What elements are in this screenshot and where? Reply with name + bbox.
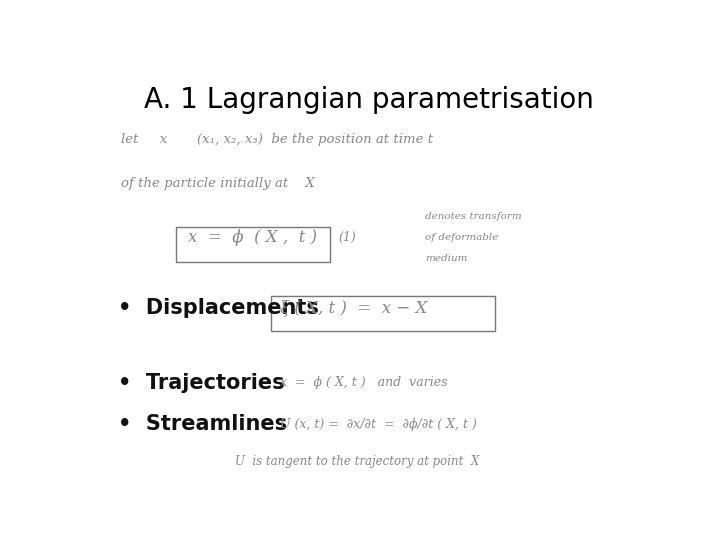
Text: denotes transform: denotes transform (425, 212, 521, 221)
Text: let     x       (x₁, x₂, x₃)  be the position at time t: let x (x₁, x₂, x₃) be the position at ti… (121, 133, 433, 146)
Bar (176, 227, 330, 262)
Text: medium: medium (425, 254, 467, 262)
Text: A. 1 Lagrangian parametrisation: A. 1 Lagrangian parametrisation (144, 85, 594, 113)
Text: x  =  ϕ ( X, t )   and  varies: x = ϕ ( X, t ) and varies (280, 376, 447, 389)
Text: of the particle initially at    X: of the particle initially at X (121, 177, 315, 190)
Text: •  Displacements: • Displacements (118, 298, 319, 318)
Text: x  =  ϕ  ( X ,  t ): x = ϕ ( X , t ) (188, 229, 317, 246)
Text: •  Streamlines: • Streamlines (118, 415, 287, 435)
Text: of deformable: of deformable (425, 233, 498, 242)
Bar (271, 295, 495, 331)
Text: U (x, t) =  ∂x/∂t  =  ∂ϕ/∂t ( X, t ): U (x, t) = ∂x/∂t = ∂ϕ/∂t ( X, t ) (280, 418, 477, 431)
Text: ξ ( X, t )  =  x − X: ξ ( X, t ) = x − X (280, 300, 427, 316)
Text: (1): (1) (338, 231, 356, 244)
Text: U  is tangent to the trajectory at point  X: U is tangent to the trajectory at point … (235, 455, 480, 468)
Text: •  Trajectories: • Trajectories (118, 373, 284, 393)
